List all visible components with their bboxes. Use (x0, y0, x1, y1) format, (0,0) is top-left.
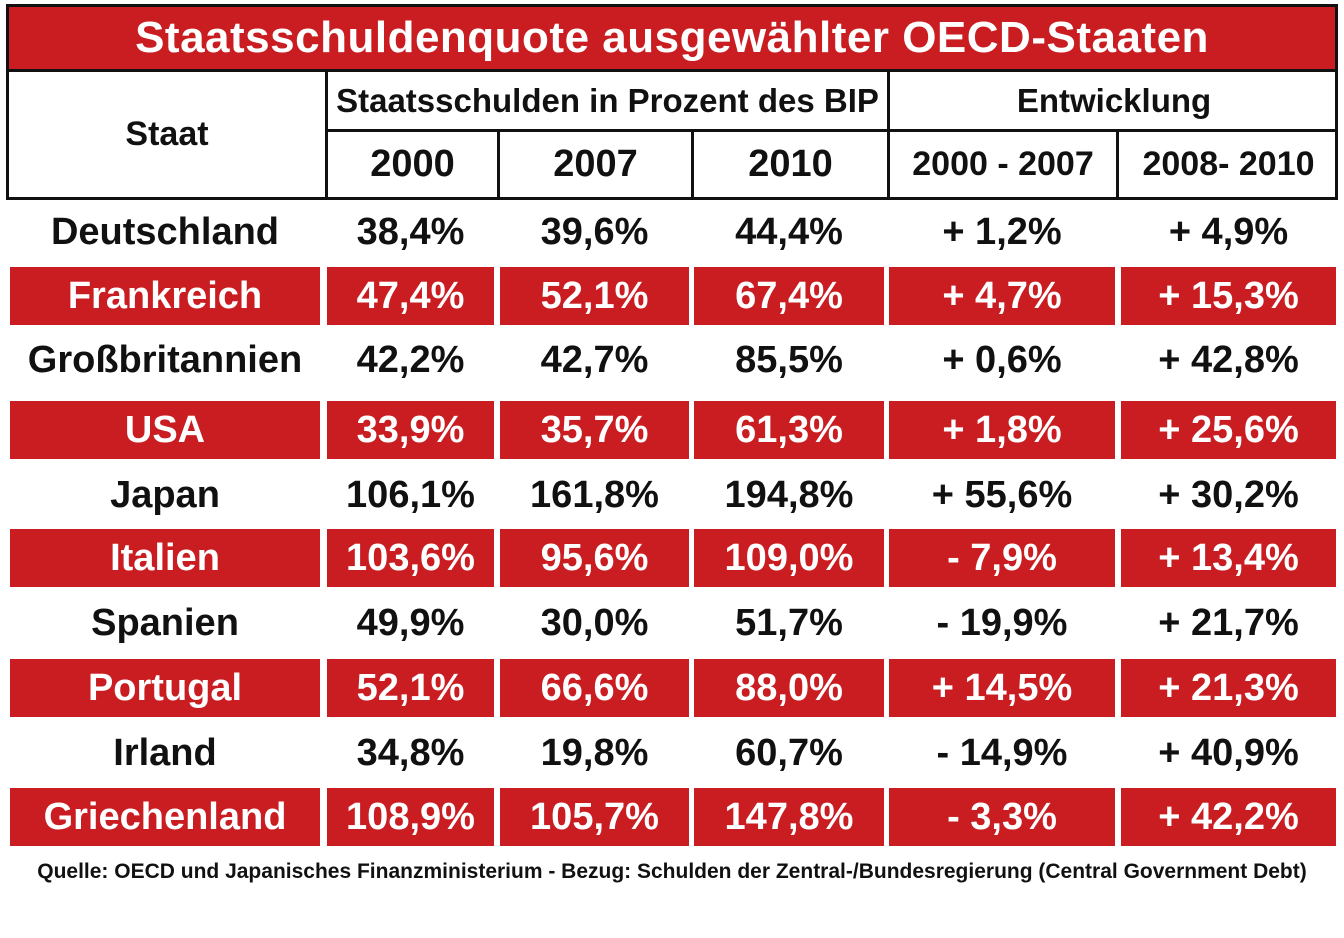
cell-change-2000-2007: + 4,7% (889, 267, 1115, 325)
cell-2007: 35,7% (500, 401, 689, 459)
cell-change-2000-2007: + 1,8% (889, 401, 1115, 459)
cell-change-2000-2007: + 14,5% (889, 659, 1115, 717)
header-col-2000: 2000 (370, 143, 455, 185)
source-note: Quelle: OECD und Japanisches Finanzminis… (37, 860, 1307, 883)
table-row: Japan 106,1% 161,8% 194,8% + 55,6% + 30,… (0, 466, 1344, 524)
cell-2007: 105,7% (500, 788, 689, 846)
cell-change-2008-2010: + 42,2% (1121, 788, 1336, 846)
cell-2000: 34,8% (356, 731, 465, 774)
header-group-debt: Staatsschulden in Prozent des BIP (336, 81, 879, 119)
cell-2007: 30,0% (540, 601, 649, 644)
cell-2000: 42,2% (356, 338, 465, 381)
header-group-development: Entwicklung (1016, 81, 1212, 119)
cell-change-2008-2010: + 40,9% (1158, 731, 1299, 774)
header-divider (1116, 131, 1119, 197)
header-divider (497, 131, 500, 197)
cell-staat: Frankreich (10, 267, 320, 325)
cell-2010: 147,8% (694, 788, 884, 846)
cell-2010: 51,7% (735, 601, 843, 644)
cell-change-2000-2007: - 19,9% (936, 601, 1068, 644)
cell-change-2000-2007: + 55,6% (931, 473, 1073, 516)
cell-2007: 39,6% (540, 210, 649, 253)
cell-change-2008-2010: + 30,2% (1158, 473, 1299, 516)
cell-2010: 109,0% (694, 529, 884, 587)
cell-2007: 42,7% (540, 338, 649, 381)
cell-staat: Japan (110, 473, 220, 516)
cell-staat: Portugal (10, 659, 320, 717)
cell-staat: USA (10, 401, 320, 459)
cell-change-2008-2010: + 21,7% (1158, 601, 1299, 644)
cell-2007: 19,8% (540, 731, 649, 774)
cell-2010: 60,7% (735, 731, 843, 774)
cell-staat: Deutschland (50, 210, 280, 253)
table-row: Deutschland 38,4% 39,6% 44,4% + 1,2% + 4… (0, 203, 1344, 261)
cell-change-2008-2010: + 42,8% (1158, 338, 1299, 381)
cell-2000: 47,4% (327, 267, 494, 325)
cell-change-2000-2007: - 14,9% (936, 731, 1068, 774)
header-divider (887, 72, 890, 197)
table-title: Staatsschuldenquote ausgewählter OECD-St… (6, 4, 1338, 72)
cell-change-2008-2010: + 13,4% (1121, 529, 1336, 587)
cell-2010: 194,8% (724, 473, 854, 516)
cell-2010: 67,4% (694, 267, 884, 325)
cell-2000: 49,9% (356, 601, 465, 644)
cell-staat: Italien (10, 529, 320, 587)
cell-change-2008-2010: + 25,6% (1121, 401, 1336, 459)
header-col-2007: 2007 (553, 143, 638, 185)
cell-2007: 95,6% (500, 529, 689, 587)
cell-change-2000-2007: - 3,3% (889, 788, 1115, 846)
cell-2007: 161,8% (530, 473, 659, 516)
cell-2000: 38,4% (356, 210, 465, 253)
table-row: Griechenland 108,9% 105,7% 147,8% - 3,3%… (0, 788, 1344, 846)
cell-2000: 106,1% (346, 473, 475, 516)
cell-change-2008-2010: + 21,3% (1121, 659, 1336, 717)
cell-2000: 33,9% (327, 401, 494, 459)
cell-change-2008-2010: + 4,9% (1168, 210, 1289, 253)
cell-2007: 66,6% (500, 659, 689, 717)
cell-2010: 61,3% (694, 401, 884, 459)
cell-2000: 108,9% (327, 788, 494, 846)
cell-2010: 44,4% (735, 210, 843, 253)
cell-change-2000-2007: + 0,6% (942, 338, 1062, 381)
header-staat: Staat (125, 115, 209, 153)
cell-staat: Irland (113, 731, 217, 774)
cell-2010: 85,5% (735, 338, 843, 381)
header-divider (691, 131, 694, 197)
cell-staat: Großbritannien (27, 338, 303, 381)
table-row: Frankreich 47,4% 52,1% 67,4% + 4,7% + 15… (0, 267, 1344, 325)
cell-change-2008-2010: + 15,3% (1121, 267, 1336, 325)
table-row: USA 33,9% 35,7% 61,3% + 1,8% + 25,6% (0, 401, 1344, 459)
cell-2010: 88,0% (694, 659, 884, 717)
table-row: Großbritannien 42,2% 42,7% 85,5% + 0,6% … (0, 331, 1344, 389)
cell-staat: Griechenland (10, 788, 320, 846)
cell-change-2000-2007: - 7,9% (889, 529, 1115, 587)
header-col-2000-2007: 2000 - 2007 (912, 145, 1094, 183)
cell-change-2000-2007: + 1,2% (942, 210, 1062, 253)
header-col-2008-2010: 2008- 2010 (1142, 145, 1315, 183)
table-row: Italien 103,6% 95,6% 109,0% - 7,9% + 13,… (0, 529, 1344, 587)
table-row: Irland 34,8% 19,8% 60,7% - 14,9% + 40,9% (0, 724, 1344, 782)
header-divider (325, 72, 328, 197)
cell-2000: 103,6% (327, 529, 494, 587)
table-row: Spanien 49,9% 30,0% 51,7% - 19,9% + 21,7… (0, 594, 1344, 652)
table-row: Portugal 52,1% 66,6% 88,0% + 14,5% + 21,… (0, 659, 1344, 717)
cell-2007: 52,1% (500, 267, 689, 325)
cell-2000: 52,1% (327, 659, 494, 717)
header-divider (325, 129, 1338, 132)
cell-staat: Spanien (91, 601, 239, 644)
header-col-2010: 2010 (748, 143, 833, 185)
table-header: Staat Staatsschulden in Prozent des BIP … (6, 72, 1338, 200)
